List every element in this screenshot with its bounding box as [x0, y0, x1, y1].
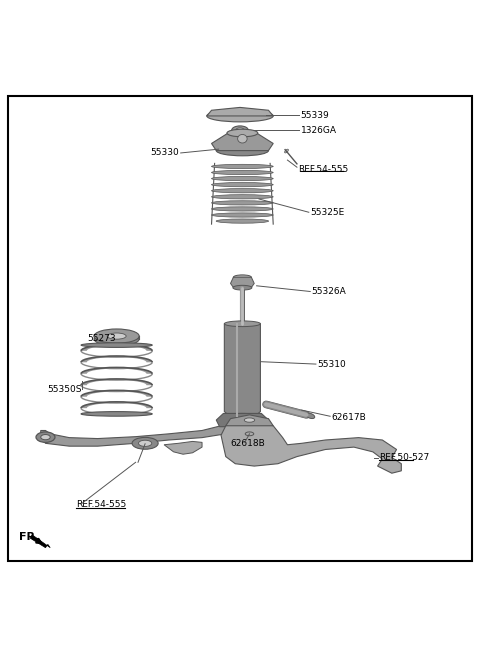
- Ellipse shape: [216, 145, 268, 156]
- Ellipse shape: [212, 194, 273, 199]
- Ellipse shape: [212, 164, 273, 169]
- Ellipse shape: [232, 126, 248, 135]
- Text: 55273: 55273: [87, 334, 116, 344]
- Ellipse shape: [212, 207, 273, 211]
- Text: 55310: 55310: [317, 359, 346, 369]
- Polygon shape: [81, 390, 152, 397]
- Ellipse shape: [236, 128, 244, 133]
- Text: 62618B: 62618B: [230, 439, 265, 448]
- Ellipse shape: [207, 110, 273, 122]
- Polygon shape: [81, 367, 152, 374]
- Ellipse shape: [212, 213, 273, 217]
- Ellipse shape: [233, 275, 252, 280]
- Ellipse shape: [216, 219, 269, 223]
- Polygon shape: [224, 324, 261, 417]
- Ellipse shape: [81, 411, 152, 416]
- Text: REF.50-527: REF.50-527: [379, 453, 429, 462]
- Ellipse shape: [229, 413, 256, 419]
- Ellipse shape: [138, 440, 152, 446]
- Ellipse shape: [245, 432, 254, 436]
- Ellipse shape: [132, 438, 158, 449]
- Text: 55330: 55330: [150, 148, 179, 158]
- Ellipse shape: [41, 434, 50, 440]
- Ellipse shape: [212, 177, 273, 181]
- Polygon shape: [81, 379, 152, 385]
- Text: REF.54-555: REF.54-555: [76, 501, 127, 509]
- Polygon shape: [41, 426, 240, 446]
- Ellipse shape: [94, 332, 139, 346]
- Ellipse shape: [285, 149, 288, 153]
- Ellipse shape: [224, 321, 261, 327]
- Ellipse shape: [212, 170, 273, 175]
- Ellipse shape: [306, 413, 315, 419]
- Ellipse shape: [81, 343, 152, 348]
- Ellipse shape: [244, 418, 255, 422]
- Ellipse shape: [233, 285, 252, 290]
- Text: 55326A: 55326A: [311, 287, 346, 296]
- Ellipse shape: [212, 201, 273, 205]
- Polygon shape: [164, 442, 202, 454]
- Text: 62617B: 62617B: [332, 413, 366, 422]
- Ellipse shape: [212, 183, 273, 187]
- Ellipse shape: [107, 333, 126, 339]
- Polygon shape: [207, 107, 273, 116]
- Text: 55325E: 55325E: [310, 208, 345, 217]
- Ellipse shape: [94, 329, 139, 343]
- Text: REF.54-555: REF.54-555: [298, 165, 348, 173]
- Ellipse shape: [238, 135, 247, 143]
- Polygon shape: [216, 413, 268, 426]
- Ellipse shape: [212, 189, 273, 193]
- Text: 1326GA: 1326GA: [301, 125, 337, 135]
- Text: 55339: 55339: [301, 110, 329, 120]
- Polygon shape: [81, 344, 152, 351]
- Polygon shape: [81, 356, 152, 362]
- Ellipse shape: [227, 129, 258, 137]
- Text: 55350S: 55350S: [47, 385, 82, 394]
- Text: FR.: FR.: [19, 532, 40, 541]
- Polygon shape: [230, 277, 254, 288]
- Ellipse shape: [36, 432, 55, 442]
- Polygon shape: [212, 130, 273, 150]
- Polygon shape: [30, 535, 50, 548]
- Polygon shape: [221, 421, 401, 473]
- Polygon shape: [81, 402, 152, 408]
- Polygon shape: [226, 415, 273, 426]
